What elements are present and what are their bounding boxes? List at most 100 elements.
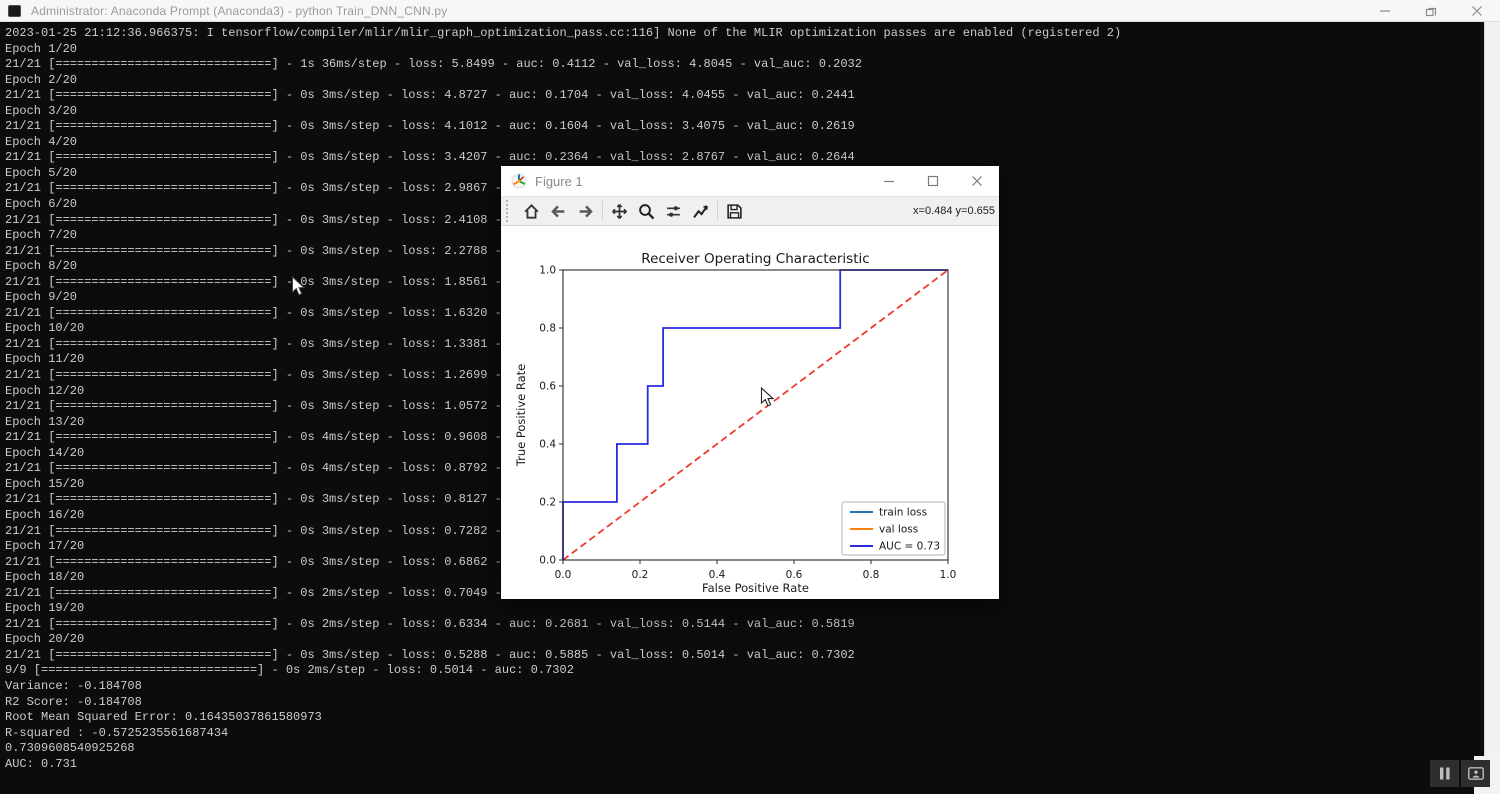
- legend-label: AUC = 0.73: [879, 541, 940, 553]
- console-line: 21/21 [==============================] -…: [5, 368, 517, 383]
- zoom-to-rect-icon: [639, 203, 655, 219]
- picture-in-picture-button[interactable]: [1461, 760, 1490, 787]
- console-line: Epoch 6/20: [5, 197, 78, 212]
- console-line: 21/21 [==============================] -…: [5, 212, 517, 227]
- toolbar-forward-button[interactable]: [572, 198, 599, 224]
- x-tick-label: 0.0: [555, 569, 572, 581]
- console-line: Epoch 3/20: [5, 103, 78, 118]
- toolbar-separator: [717, 201, 718, 221]
- console-line: Epoch 15/20: [5, 476, 85, 491]
- minimize-icon: [884, 180, 894, 183]
- toolbar-home-button[interactable]: [518, 198, 545, 224]
- console-line: R-squared : -0.5725235561687434: [5, 725, 229, 740]
- toolbar-zoom-to-rect-button[interactable]: [633, 198, 660, 224]
- figure-minimize-button[interactable]: [867, 166, 911, 196]
- figure-maximize-button[interactable]: [911, 166, 955, 196]
- chart-title: Receiver Operating Characteristic: [641, 251, 869, 267]
- console-line: Epoch 13/20: [5, 414, 85, 429]
- legend-label: train loss: [879, 507, 927, 519]
- x-tick-label: 0.8: [863, 569, 880, 581]
- legend-label: val loss: [879, 524, 918, 536]
- console-titlebar[interactable]: Administrator: Anaconda Prompt (Anaconda…: [0, 0, 1500, 22]
- y-tick-label: 0.8: [539, 323, 556, 335]
- console-line: Epoch 18/20: [5, 570, 85, 585]
- chart-series: [562, 269, 949, 561]
- console-line: 21/21 [==============================] -…: [5, 305, 517, 320]
- console-close-button[interactable]: [1454, 0, 1500, 22]
- figure-titlebar[interactable]: Figure 1: [501, 166, 999, 196]
- console-line: AUC: 0.731: [5, 756, 78, 771]
- mouse-cursor: [292, 276, 306, 296]
- console-line: 21/21 [==============================] -…: [5, 243, 517, 258]
- console-line: 21/21 [==============================] -…: [5, 461, 517, 476]
- minimize-icon: [1380, 9, 1390, 12]
- toolbar-configure-subplots-button[interactable]: [660, 198, 687, 224]
- console-line: 21/21 [==============================] -…: [5, 523, 517, 538]
- matplotlib-logo-icon: [511, 173, 527, 189]
- pause-button[interactable]: [1430, 760, 1459, 787]
- chart-legend: train loss val loss AUC = 0.73: [841, 501, 946, 556]
- console-line: Root Mean Squared Error: 0.1643503786158…: [5, 710, 322, 725]
- figure-window-title: Figure 1: [535, 173, 583, 189]
- x-tick-label: 0.6: [786, 569, 803, 581]
- toolbar-grip[interactable]: [506, 200, 512, 222]
- y-tick-label: 0.6: [539, 381, 556, 393]
- forward-icon: [579, 205, 593, 217]
- console-window-title: Administrator: Anaconda Prompt (Anaconda…: [31, 3, 448, 18]
- x-tick-label: 0.2: [632, 569, 649, 581]
- console-line: 21/21 [==============================] -…: [5, 57, 862, 72]
- console-line: Epoch 12/20: [5, 383, 85, 398]
- figure-toolbar: x=0.484 y=0.655: [501, 196, 999, 226]
- console-line: 21/21 [==============================] -…: [5, 88, 855, 103]
- console-line: Epoch 9/20: [5, 290, 78, 305]
- save-icon: [727, 203, 742, 219]
- legend-box: [841, 501, 946, 556]
- console-scrollbar[interactable]: [1484, 22, 1500, 794]
- console-line: 2023-01-25 21:12:36.966375: I tensorflow…: [5, 26, 1122, 40]
- mouse-cursor: [760, 387, 775, 407]
- y-tick-label: 0.2: [539, 497, 556, 509]
- y-tick-label: 0.4: [539, 439, 556, 451]
- cursor-coordinates-readout: x=0.484 y=0.655: [913, 205, 995, 217]
- series-chance-diagonal: [562, 269, 949, 561]
- console-restore-button[interactable]: [1408, 0, 1454, 22]
- figure-window[interactable]: Figure 1 x=0.484 y=0.655 Receiver Operat…: [501, 166, 999, 599]
- toolbar-back-button[interactable]: [545, 198, 572, 224]
- picture-in-picture-icon: [1467, 767, 1484, 780]
- console-line: Epoch 10/20: [5, 321, 85, 336]
- chart-axes: 0.0 0.2 0.4 0.6 0.8 1.0 0.0 0.2 0.4 0.6 0.8 1.0 Fals…: [514, 265, 956, 595]
- close-icon: [972, 176, 982, 186]
- console-line: Epoch 19/20: [5, 601, 85, 616]
- x-axis-label: False Positive Rate: [702, 581, 809, 595]
- y-tick-label: 1.0: [539, 265, 556, 277]
- console-line: 21/21 [==============================] -…: [5, 616, 855, 631]
- console-line: 21/21 [==============================] -…: [5, 150, 855, 165]
- figure-close-button[interactable]: [955, 166, 999, 196]
- back-icon: [551, 205, 565, 217]
- console-line: 21/21 [==============================] -…: [5, 492, 517, 507]
- x-tick-label: 1.0: [940, 569, 957, 581]
- restore-icon: [1425, 7, 1437, 16]
- console-line: 21/21 [==============================] -…: [5, 119, 855, 134]
- console-line: Epoch 20/20: [5, 632, 85, 647]
- console-line: Epoch 5/20: [5, 165, 78, 180]
- console-line: Epoch 4/20: [5, 134, 78, 149]
- configure-subplots-icon: [667, 205, 680, 217]
- console-line: 21/21 [==============================] -…: [5, 554, 517, 569]
- toolbar-edit-axes-button[interactable]: [687, 198, 714, 224]
- toolbar-separator: [602, 201, 603, 221]
- home-icon: [524, 203, 539, 219]
- toolbar-pan-button[interactable]: [606, 198, 633, 224]
- console-line: Epoch 16/20: [5, 507, 85, 522]
- console-output[interactable]: 2023-01-25 21:12:36.966375: I tensorflow…: [0, 22, 1484, 794]
- edit-axes-icon: [693, 204, 708, 218]
- console-line: 21/21 [==============================] -…: [5, 647, 855, 662]
- figure-canvas[interactable]: Receiver Operating Characteristic 0.0 0.2 0…: [501, 226, 999, 597]
- console-line: Epoch 11/20: [5, 352, 85, 367]
- overlay-controls: [1430, 760, 1490, 787]
- toolbar-save-button[interactable]: [721, 198, 748, 224]
- console-minimize-button[interactable]: [1362, 0, 1408, 22]
- axes-frame: [562, 269, 949, 561]
- pause-icon: [1439, 767, 1450, 780]
